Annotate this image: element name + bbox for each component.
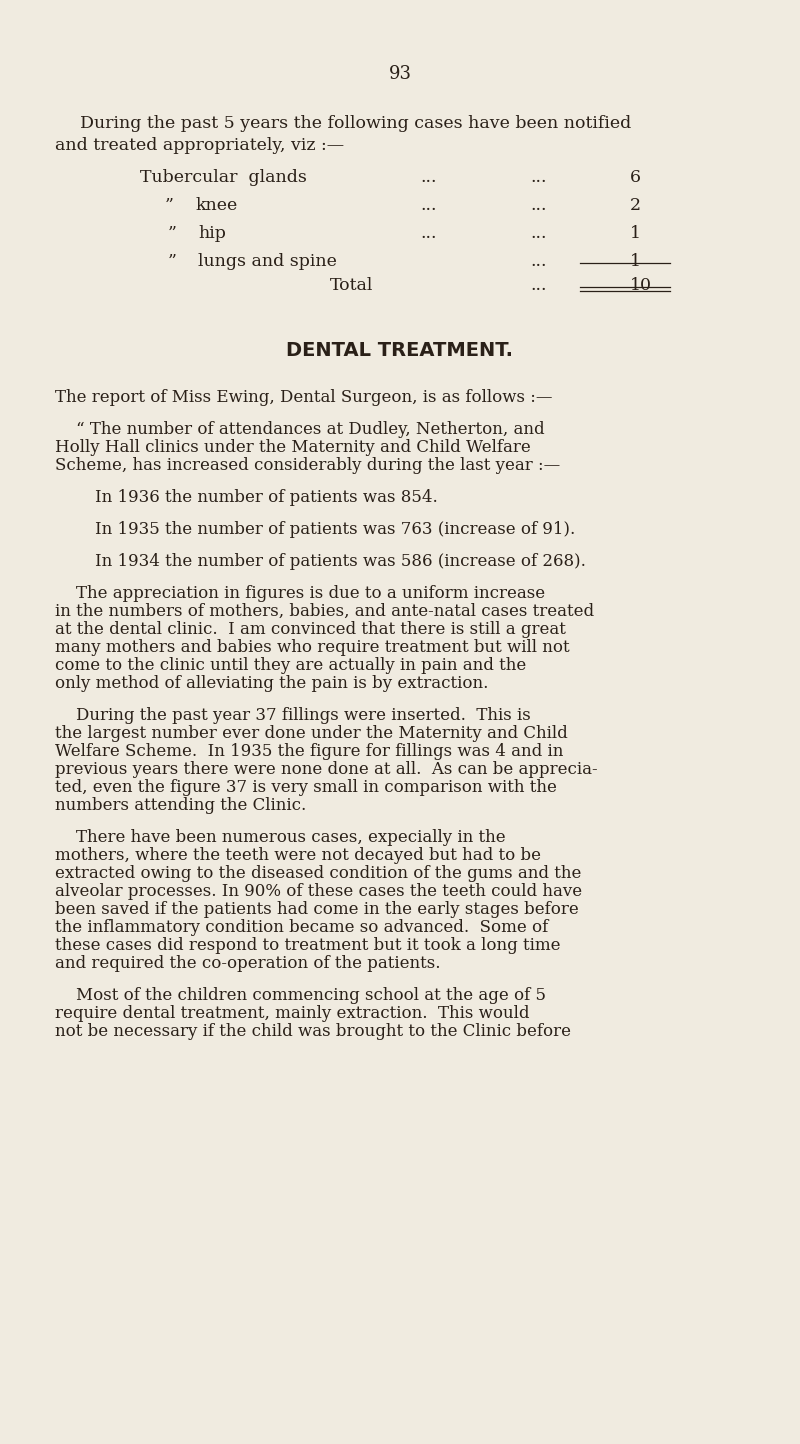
Text: ...: ... bbox=[420, 196, 437, 214]
Text: In 1936 the number of patients was 854.: In 1936 the number of patients was 854. bbox=[95, 490, 438, 505]
Text: come to the clinic until they are actually in pain and the: come to the clinic until they are actual… bbox=[55, 657, 526, 674]
Text: the inflammatory condition became so advanced.  Some of: the inflammatory condition became so adv… bbox=[55, 918, 548, 936]
Text: many mothers and babies who require treatment but will not: many mothers and babies who require trea… bbox=[55, 640, 570, 656]
Text: 6: 6 bbox=[630, 169, 641, 186]
Text: extracted owing to the diseased condition of the gums and the: extracted owing to the diseased conditio… bbox=[55, 865, 582, 882]
Text: 10: 10 bbox=[630, 277, 652, 295]
Text: not be necessary if the child was brought to the Clinic before: not be necessary if the child was brough… bbox=[55, 1022, 571, 1040]
Text: ”: ” bbox=[168, 253, 177, 270]
Text: Holly Hall clinics under the Maternity and Child Welfare: Holly Hall clinics under the Maternity a… bbox=[55, 439, 530, 456]
Text: 2: 2 bbox=[630, 196, 641, 214]
Text: numbers attending the Clinic.: numbers attending the Clinic. bbox=[55, 797, 306, 814]
Text: and required the co-operation of the patients.: and required the co-operation of the pat… bbox=[55, 954, 441, 972]
Text: previous years there were none done at all.  As can be apprecia-: previous years there were none done at a… bbox=[55, 761, 598, 778]
Text: ...: ... bbox=[420, 169, 437, 186]
Text: “ The number of attendances at Dudley, Netherton, and: “ The number of attendances at Dudley, N… bbox=[55, 422, 545, 438]
Text: ...: ... bbox=[530, 277, 546, 295]
Text: ”: ” bbox=[168, 225, 177, 243]
Text: In 1934 the number of patients was 586 (increase of 268).: In 1934 the number of patients was 586 (… bbox=[95, 553, 586, 570]
Text: alveolar processes. In 90% of these cases the teeth could have: alveolar processes. In 90% of these case… bbox=[55, 882, 582, 900]
Text: only method of alleviating the pain is by extraction.: only method of alleviating the pain is b… bbox=[55, 674, 488, 692]
Text: and treated appropriately, viz :—: and treated appropriately, viz :— bbox=[55, 137, 344, 155]
Text: ...: ... bbox=[530, 196, 546, 214]
Text: Welfare Scheme.  In 1935 the figure for fillings was 4 and in: Welfare Scheme. In 1935 the figure for f… bbox=[55, 744, 563, 760]
Text: knee: knee bbox=[195, 196, 238, 214]
Text: ...: ... bbox=[530, 169, 546, 186]
Text: Tubercular  glands: Tubercular glands bbox=[140, 169, 307, 186]
Text: Total: Total bbox=[330, 277, 374, 295]
Text: The report of Miss Ewing, Dental Surgeon, is as follows :—: The report of Miss Ewing, Dental Surgeon… bbox=[55, 388, 553, 406]
Text: 1: 1 bbox=[630, 225, 641, 243]
Text: Most of the children commencing school at the age of 5: Most of the children commencing school a… bbox=[55, 988, 546, 1004]
Text: require dental treatment, mainly extraction.  This would: require dental treatment, mainly extract… bbox=[55, 1005, 530, 1022]
Text: The appreciation in figures is due to a uniform increase: The appreciation in figures is due to a … bbox=[55, 585, 545, 602]
Text: been saved if the patients had come in the early stages before: been saved if the patients had come in t… bbox=[55, 901, 578, 918]
Text: In 1935 the number of patients was 763 (increase of 91).: In 1935 the number of patients was 763 (… bbox=[95, 521, 575, 539]
Text: hip: hip bbox=[198, 225, 226, 243]
Text: these cases did respond to treatment but it took a long time: these cases did respond to treatment but… bbox=[55, 937, 561, 954]
Text: There have been numerous cases, expecially in the: There have been numerous cases, expecial… bbox=[55, 829, 506, 846]
Text: in the numbers of mothers, babies, and ante-natal cases treated: in the numbers of mothers, babies, and a… bbox=[55, 604, 594, 619]
Text: mothers, where the teeth were not decayed but had to be: mothers, where the teeth were not decaye… bbox=[55, 848, 541, 864]
Text: ...: ... bbox=[530, 225, 546, 243]
Text: During the past 5 years the following cases have been notified: During the past 5 years the following ca… bbox=[80, 116, 631, 131]
Text: DENTAL TREATMENT.: DENTAL TREATMENT. bbox=[286, 341, 514, 360]
Text: During the past year 37 fillings were inserted.  This is: During the past year 37 fillings were in… bbox=[55, 708, 530, 723]
Text: Scheme, has increased considerably during the last year :—: Scheme, has increased considerably durin… bbox=[55, 456, 560, 474]
Text: ”: ” bbox=[165, 196, 174, 214]
Text: the largest number ever done under the Maternity and Child: the largest number ever done under the M… bbox=[55, 725, 568, 742]
Text: lungs and spine: lungs and spine bbox=[198, 253, 337, 270]
Text: ...: ... bbox=[420, 225, 437, 243]
Text: 1: 1 bbox=[630, 253, 641, 270]
Text: ted, even the figure 37 is very small in comparison with the: ted, even the figure 37 is very small in… bbox=[55, 778, 557, 796]
Text: 93: 93 bbox=[389, 65, 411, 82]
Text: at the dental clinic.  I am convinced that there is still a great: at the dental clinic. I am convinced tha… bbox=[55, 621, 566, 638]
Text: ...: ... bbox=[530, 253, 546, 270]
